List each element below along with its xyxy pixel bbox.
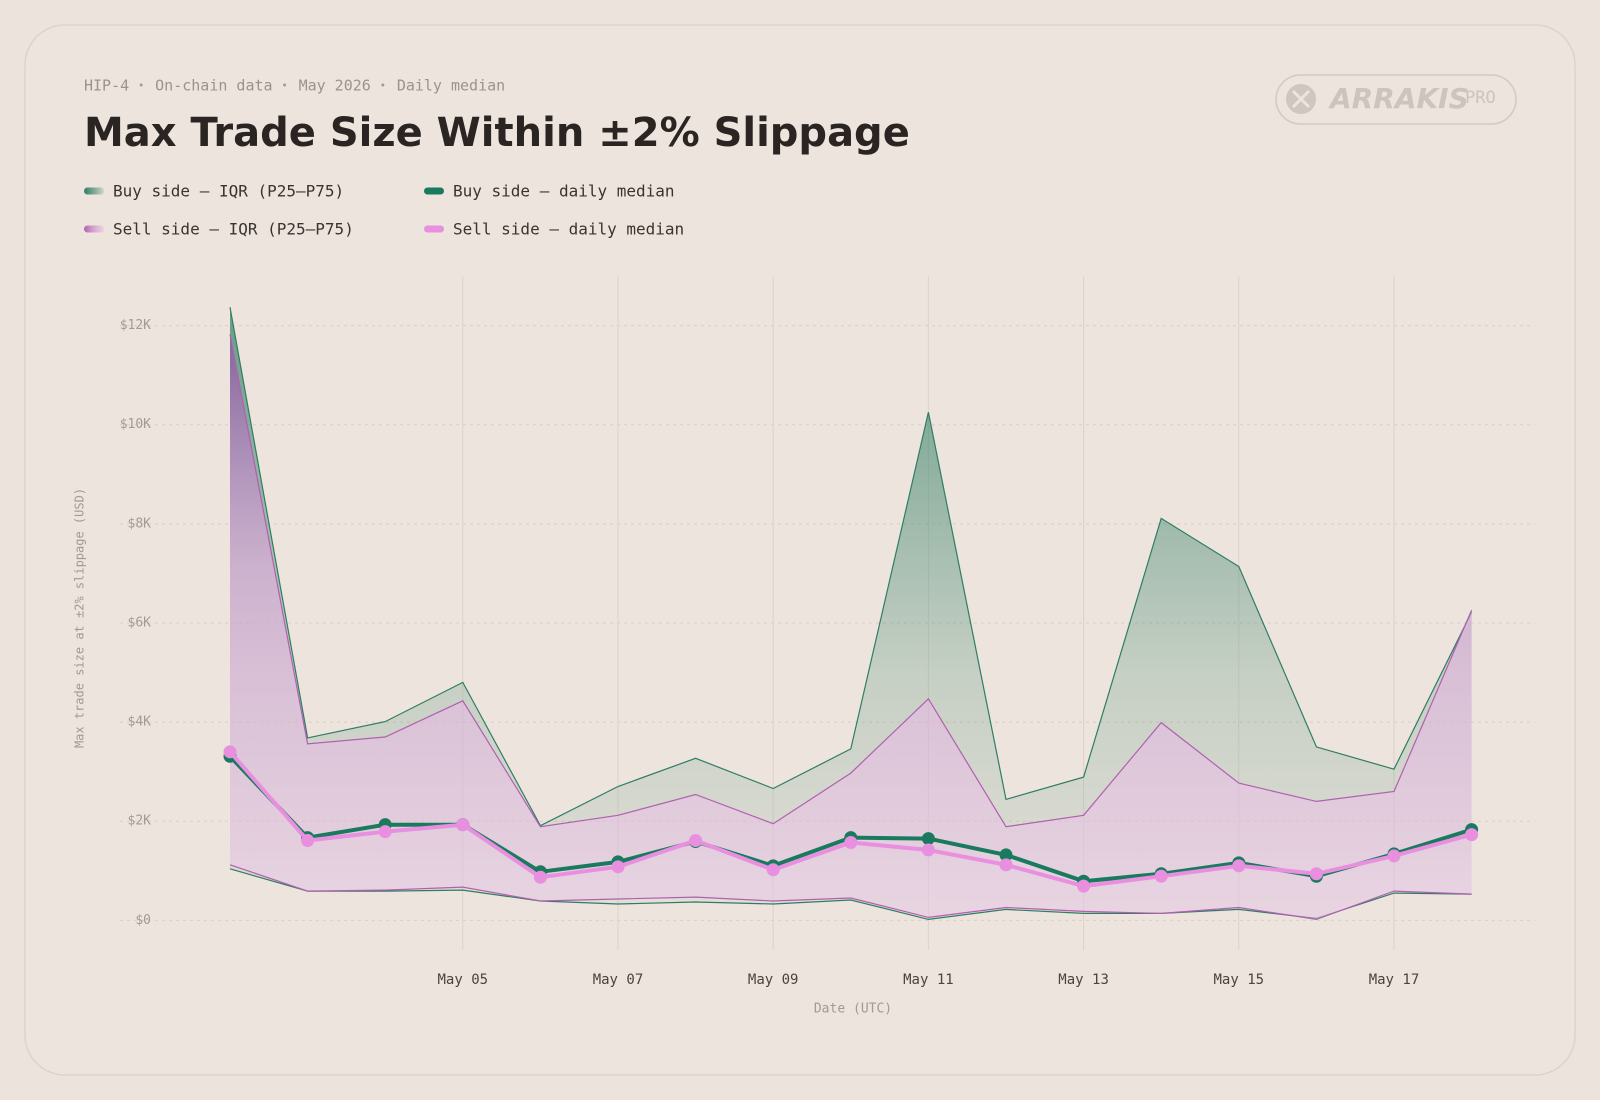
median-point: [921, 832, 935, 846]
meta-item: HIP-4: [84, 77, 129, 95]
median-point: [689, 834, 703, 848]
iqr-upper-line: [229, 334, 1473, 828]
legend-swatch: [84, 187, 104, 195]
x-tick-label: May 13: [1058, 972, 1109, 988]
x-axis-label: Date (UTC): [814, 1002, 892, 1017]
x-tick-label: May 07: [593, 972, 644, 988]
median-point: [1077, 879, 1091, 893]
y-tick-label: $2K: [128, 814, 152, 829]
y-tick-label: $6K: [128, 615, 152, 630]
brand-name: ARRAKIS: [1328, 82, 1469, 115]
median-point: [1232, 859, 1246, 873]
median-point: [1309, 867, 1323, 881]
legend-swatch: [84, 225, 104, 233]
median-point: [456, 818, 470, 832]
logo-pill: [1275, 74, 1517, 125]
meta-separator: [283, 83, 287, 87]
x-tick-label: May 11: [903, 972, 954, 988]
legend-label: Buy side — IQR (P25–P75): [113, 182, 344, 201]
median-point: [1154, 869, 1168, 883]
y-tick-label: $10K: [120, 417, 151, 432]
iqr-lower-line: [229, 864, 1472, 921]
x-tick-label: May 15: [1214, 972, 1265, 988]
iqr-upper-line: [229, 307, 1473, 827]
median-point: [1387, 849, 1401, 863]
y-tick-label: $12K: [120, 318, 151, 333]
legend-swatch: [424, 187, 444, 195]
legend-swatch: [424, 225, 444, 233]
iqr-band: [230, 334, 1472, 920]
x-tick-label: May 05: [438, 972, 489, 988]
median-point: [301, 834, 315, 848]
legend-label: Sell side — IQR (P25–P75): [113, 220, 354, 239]
median-point: [1465, 828, 1479, 842]
y-tick-label: $8K: [128, 516, 152, 531]
median-point: [999, 848, 1013, 862]
meta-item: On-chain data: [155, 77, 272, 95]
median-point: [999, 858, 1013, 872]
x-tick-label: May 17: [1369, 972, 1420, 988]
median-point: [223, 745, 237, 759]
median-point: [533, 870, 547, 884]
median-point: [844, 836, 858, 850]
median-point: [766, 863, 780, 877]
legend-label: Sell side — daily median: [453, 220, 684, 239]
logo-icon-mark: [1291, 89, 1311, 109]
y-axis-label: Max trade size at ±2% slippage (USD): [73, 488, 87, 748]
iqr-lower-line: [229, 868, 1472, 921]
brand-tier: PRO: [1465, 88, 1496, 108]
x-tick-label: May 09: [748, 972, 799, 988]
y-tick-label: $0: [135, 913, 151, 928]
meta-item: Daily median: [397, 77, 505, 95]
meta-item: May 2026: [299, 77, 371, 95]
median-point: [611, 860, 625, 874]
chart-title: Max Trade Size Within ±2% Slippage: [84, 110, 910, 156]
median-point: [378, 825, 392, 839]
meta-separator: [139, 83, 143, 87]
median-point: [921, 843, 935, 857]
meta-separator: [381, 83, 385, 87]
y-tick-label: $4K: [128, 715, 152, 730]
legend-label: Buy side — daily median: [453, 182, 675, 201]
brand-logo: ARRAKIS PRO: [1275, 74, 1517, 125]
